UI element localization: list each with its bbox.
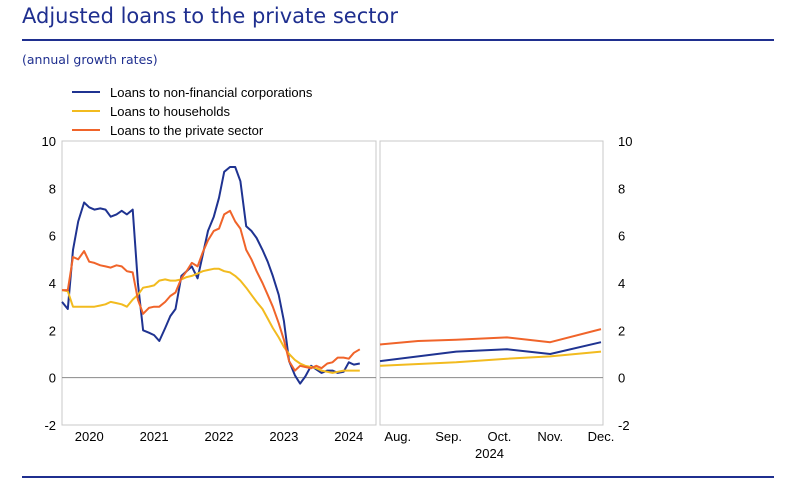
page-title: Adjusted loans to the private sector	[22, 4, 398, 28]
x-tick-label-year: 2020	[75, 429, 104, 444]
y-tick-label-right: 10	[618, 134, 632, 149]
y-tick-label-right: -2	[618, 418, 630, 433]
y-tick-label-right: 2	[618, 323, 625, 338]
y-tick-label-left: 0	[49, 371, 56, 386]
panel-frame-daily	[379, 140, 604, 426]
y-tick-label-left: 4	[49, 276, 56, 291]
legend-label-2: Loans to households	[110, 104, 230, 119]
y-tick-label-left: 6	[49, 229, 56, 244]
panel-frame-monthly	[61, 140, 377, 426]
x-axis-year-label: 2024	[475, 446, 504, 461]
series-line-3-monthly	[62, 209, 361, 372]
x-tick-label-month: Nov.	[537, 429, 563, 444]
x-tick-label-month: Aug.	[384, 429, 411, 444]
series-line-2-monthly	[61, 267, 360, 374]
x-tick-label-year: 2023	[269, 429, 298, 444]
y-tick-label-right: 0	[618, 371, 625, 386]
x-tick-label-year: 2021	[140, 429, 169, 444]
x-tick-label-month: Sep.	[435, 429, 462, 444]
y-tick-label-left: 2	[49, 323, 56, 338]
y-tick-label-right: 8	[618, 181, 625, 196]
x-tick-label-year: 2022	[205, 429, 234, 444]
legend-label-3: Loans to the private sector	[110, 123, 264, 138]
y-tick-label-right: 4	[618, 276, 625, 291]
legend-label-1: Loans to non-financial corporations	[110, 85, 313, 100]
title-divider	[22, 39, 774, 41]
y-tick-label-left: 10	[42, 134, 56, 149]
series-line-3-daily	[379, 328, 602, 346]
series-line-2-daily	[379, 350, 602, 367]
x-tick-label-month: Oct.	[487, 429, 511, 444]
chart-subtitle: (annual growth rates)	[22, 52, 158, 67]
x-tick-label-month: Dec.	[588, 429, 615, 444]
footer-divider	[22, 476, 774, 478]
y-tick-label-left: 8	[49, 181, 56, 196]
series-line-1-monthly	[61, 166, 360, 385]
y-tick-label-left: -2	[44, 418, 56, 433]
y-tick-label-right: 6	[618, 229, 625, 244]
series-line-1-daily	[379, 341, 602, 363]
x-tick-label-year: 2024	[334, 429, 363, 444]
